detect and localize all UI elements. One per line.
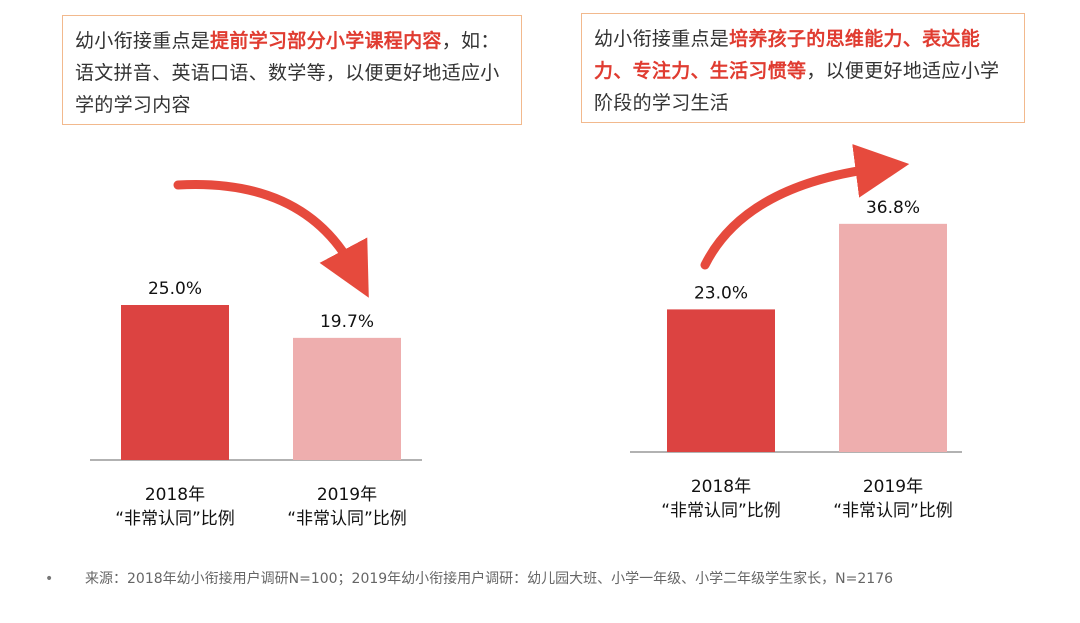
category-tick-label: “非常认同”比例 [115, 509, 235, 529]
category-tick-label: 2018年 [691, 477, 751, 497]
callout-right: 幼小衔接重点是培养孩子的思维能力、表达能力、专注力、生活习惯等，以便更好地适应小… [581, 13, 1025, 123]
callout-right-prefix: 幼小衔接重点是 [594, 28, 730, 50]
bar-2019 [839, 223, 947, 452]
chart-left: 25.0% 2018年 “非常认同”比例 19.7% 2019年 “非常认同”比例 [90, 180, 422, 529]
bar-value-label: 19.7% [320, 312, 374, 332]
bar-2018 [121, 305, 229, 460]
category-tick-label: “非常认同”比例 [661, 501, 781, 521]
trend-up-arrow-icon [700, 144, 910, 270]
bar-value-label: 25.0% [148, 279, 202, 299]
callout-left-prefix: 幼小衔接重点是 [75, 30, 211, 52]
trend-down-arrow-icon [173, 180, 369, 298]
footer-text: 来源：2018年幼小衔接用户调研N=100；2019年幼小衔接用户调研：幼儿园大… [85, 571, 894, 587]
category-tick-label: 2018年 [145, 485, 205, 505]
category-tick-label: “非常认同”比例 [833, 501, 953, 521]
callout-left: 幼小衔接重点是提前学习部分小学课程内容，如：语文拼音、英语口语、数学等，以便更好… [62, 15, 522, 125]
callout-right-highlight: 培养孩子的思维能力、表达能力、专注力、生活习惯等 [594, 28, 981, 82]
footer-source: • 来源：2018年幼小衔接用户调研N=100；2019年幼小衔接用户调研：幼儿园… [45, 568, 893, 588]
category-tick-label: 2019年 [863, 477, 923, 497]
callout-left-suffix: ，如：语文拼音、英语口语、数学等，以便更好地适应小学的学习内容 [75, 30, 500, 116]
charts-canvas: 25.0% 2018年 “非常认同”比例 19.7% 2019年 “非常认同”比例 23.… [90, 144, 962, 529]
bar-value-label: 36.8% [866, 198, 920, 218]
chart-right: 23.0% 2018年 “非常认同”比例 36.8% 2019年 “非常认同”比例 [630, 144, 962, 521]
footer-bullet: • [45, 571, 54, 587]
bar-2019 [293, 337, 401, 460]
bar-2018 [667, 309, 775, 452]
bar-value-label: 23.0% [694, 283, 748, 303]
callout-left-highlight: 提前学习部分小学课程内容 [210, 30, 442, 52]
category-tick-label: 2019年 [317, 485, 377, 505]
callout-right-suffix: ，以便更好地适应小学阶段的学习生活 [594, 60, 1000, 114]
category-tick-label: “非常认同”比例 [287, 509, 407, 529]
